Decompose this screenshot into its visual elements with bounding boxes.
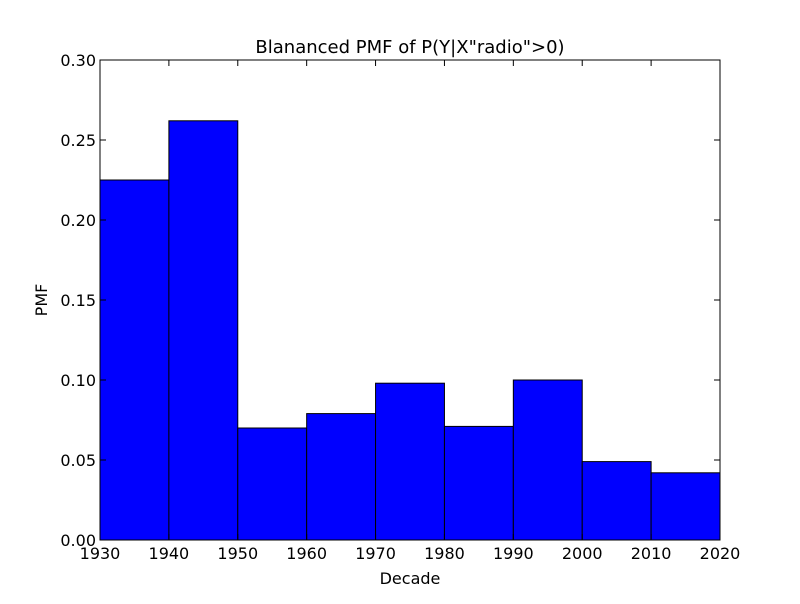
histogram-bar-1940: [168, 120, 239, 541]
x-axis-label: Decade: [380, 569, 441, 588]
x-tick-label-1970: 1970: [355, 544, 396, 563]
tick-labels-layer: 1930 1940 1950 1960 1970 1980 1990 2000 2010 2020…: [60, 51, 740, 563]
y-tick-label-0.15: 0.15: [60, 291, 96, 310]
histogram-bar-1950: [237, 427, 308, 541]
plot-frame: [99, 59, 721, 541]
x-tick-label-1930: 1930: [80, 544, 121, 563]
y-tick-label-0.2: 0.20: [60, 211, 96, 230]
y-tick-label-0.3: 0.30: [60, 51, 96, 70]
x-tick-label-2000: 2000: [562, 544, 603, 563]
y-tick-label-0.1: 0.10: [60, 371, 96, 390]
ticks-layer: [99, 59, 721, 541]
x-tick-label-1980: 1980: [424, 544, 465, 563]
histogram-bar-1980: [443, 425, 514, 541]
chart-title: Blananced PMF of P(Y|X"radio">0): [255, 37, 564, 58]
histogram-bar-1930: [99, 179, 170, 541]
x-tick-label-1940: 1940: [149, 544, 190, 563]
x-tick-label-1950: 1950: [217, 544, 258, 563]
x-tick-label-1960: 1960: [286, 544, 327, 563]
y-tick-label-0.05: 0.05: [60, 451, 96, 470]
histogram-bar-2000: [581, 461, 652, 541]
bars-layer: [99, 120, 721, 541]
x-tick-label-2020: 2020: [700, 544, 741, 563]
y-axis-label: PMF: [32, 284, 51, 317]
histogram-bar-1970: [375, 382, 445, 541]
y-tick-label-0: 0.00: [60, 531, 96, 550]
y-tick-label-0.25: 0.25: [60, 131, 96, 150]
histogram-bar-1960: [306, 413, 377, 541]
histogram-bar-1990: [512, 379, 583, 541]
histogram-bar-2010: [650, 472, 721, 541]
x-tick-label-1990: 1990: [493, 544, 534, 563]
x-tick-label-2010: 2010: [631, 544, 672, 563]
